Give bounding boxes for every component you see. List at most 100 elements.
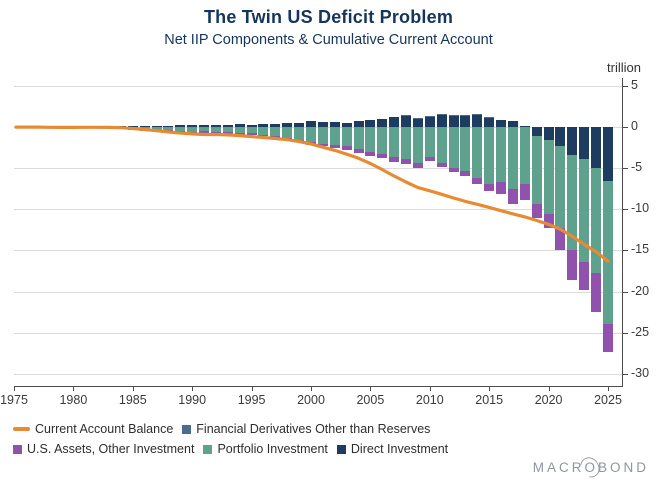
x-axis-tick (73, 387, 75, 391)
bar-segment-portfolio-investment (246, 127, 257, 134)
bar-segment-u-s-assets-other-investment (317, 143, 328, 147)
bar-segment-u-s-assets-other-investment (210, 131, 221, 134)
y-axis-label: 5 (631, 78, 638, 93)
bar-segment-direct-investment (127, 125, 138, 128)
legend-item: Current Account Balance (13, 422, 173, 436)
bar-segment-direct-investment (139, 125, 150, 128)
bar-segment-portfolio-investment (567, 155, 578, 251)
x-axis-label: 1980 (59, 393, 88, 407)
legend-label: Financial Derivatives Other than Reserve… (196, 422, 431, 436)
bar-segment-u-s-assets-other-investment (484, 183, 495, 191)
bar-segment-portfolio-investment (448, 127, 459, 168)
bar-segment-u-s-assets-other-investment (258, 134, 269, 137)
chart-area: 5 0 -5 -10 -15 -20 -25 -30 1975 1980 1985 1990 1995… (0, 78, 657, 418)
y-axis-label: -10 (631, 201, 650, 216)
gridline (14, 373, 622, 375)
bar-segment-portfolio-investment (484, 127, 495, 184)
bar-segment-financial-derivatives-other-than-reserves (424, 116, 435, 117)
logo-text: BOND (597, 460, 649, 475)
bar-segment-u-s-assets-other-investment (507, 188, 518, 205)
x-axis-label: 1995 (237, 393, 266, 407)
gridline (14, 332, 622, 334)
bar-segment-portfolio-investment (496, 127, 507, 183)
bar-segment-u-s-assets-other-investment (531, 203, 542, 219)
bar-segment-portfolio-investment (294, 127, 305, 141)
bar-segment-u-s-assets-other-investment (412, 163, 423, 169)
bar-segment-portfolio-investment (365, 127, 376, 152)
bar-segment-direct-investment (436, 114, 447, 128)
bar-segment-u-s-assets-other-investment (377, 153, 388, 159)
bar-segment-direct-investment (543, 127, 554, 140)
bar-segment-portfolio-investment (389, 127, 400, 157)
gridline (14, 168, 622, 170)
bar-segment-u-s-assets-other-investment (246, 133, 257, 135)
bar-segment-direct-investment (317, 121, 328, 128)
x-axis-tick (548, 387, 550, 391)
bar-segment-u-s-assets-other-investment (234, 133, 245, 135)
y-axis-tick (623, 250, 628, 252)
bar-segment-portfolio-investment (258, 127, 269, 135)
y-axis-label: -25 (631, 324, 650, 339)
bar-segment-direct-investment (258, 124, 269, 128)
y-axis-label: -15 (631, 242, 650, 257)
bar-segment-direct-investment (484, 117, 495, 128)
bar-segment-portfolio-investment (306, 127, 316, 143)
x-axis-tick (251, 387, 253, 391)
bar-segment-direct-investment (377, 119, 388, 128)
bar-segment-u-s-assets-other-investment (448, 167, 459, 173)
bar-segment-portfolio-investment (353, 127, 364, 150)
bar-segment-direct-investment (496, 119, 507, 128)
bar-segment-portfolio-investment (341, 127, 352, 147)
bar-segment-portfolio-investment (591, 168, 602, 274)
x-axis-tick (192, 387, 194, 391)
legend: Current Account Balance Financial Derivat… (13, 419, 457, 459)
bar-segment-direct-investment (210, 124, 221, 128)
gridline (14, 86, 622, 88)
bar-segment-u-s-assets-other-investment (603, 323, 613, 352)
x-axis-tick (608, 387, 609, 391)
bar-segment-direct-investment (603, 127, 613, 181)
bar-segment-direct-investment (555, 127, 566, 147)
x-axis-tick (489, 387, 491, 391)
current-account-line (14, 125, 610, 263)
bar-segment-portfolio-investment (329, 127, 340, 146)
y-axis-tick (623, 168, 628, 170)
bar-segment-u-s-assets-other-investment (543, 213, 554, 229)
legend-square-marker-icon (336, 444, 346, 454)
bar-segment-portfolio-investment (460, 127, 471, 171)
y-axis-label: -30 (631, 365, 650, 380)
bar-segment-direct-investment (591, 127, 602, 169)
legend-item: Direct Investment (336, 442, 448, 456)
bar-segment-financial-derivatives-other-than-reserves (401, 115, 412, 117)
bar-segment-direct-investment (341, 122, 352, 128)
bar-segment-u-s-assets-other-investment (222, 132, 233, 134)
bar-segment-direct-investment (579, 127, 590, 160)
bar-segment-portfolio-investment (436, 127, 447, 163)
bar-segment-portfolio-investment (282, 127, 293, 138)
x-axis-tick (14, 387, 15, 391)
bar-segment-direct-investment (282, 123, 293, 128)
bar-segment-financial-derivatives-other-than-reserves (472, 114, 483, 115)
bar-segment-financial-derivatives-other-than-reserves (484, 117, 495, 118)
legend-line-marker-icon (13, 427, 30, 431)
bar-segment-financial-derivatives-other-than-reserves (436, 114, 447, 116)
bar-segment-direct-investment (389, 117, 400, 128)
logo-orbit-o: O (584, 460, 598, 475)
legend-row: U.S. Assets, Other Investment Portfolio I… (13, 439, 457, 459)
legend-square-marker-icon (182, 424, 192, 434)
x-axis-label: 1990 (178, 393, 207, 407)
bar-segment-portfolio-investment (317, 127, 328, 144)
bar-segment-portfolio-investment (579, 159, 590, 262)
bar-segment-direct-investment (424, 116, 435, 128)
bar-segment-portfolio-investment (270, 127, 281, 137)
bar-segment-direct-investment (306, 121, 316, 128)
bar-segment-direct-investment (507, 120, 518, 128)
y-axis-label: -20 (631, 283, 650, 298)
bar-segment-direct-investment (472, 114, 483, 128)
bar-segment-direct-investment (175, 125, 186, 128)
y-axis-tick (623, 209, 628, 211)
x-axis-label: 2010 (415, 393, 444, 407)
bar-segment-portfolio-investment (163, 127, 174, 131)
bar-segment-portfolio-investment (222, 127, 233, 133)
